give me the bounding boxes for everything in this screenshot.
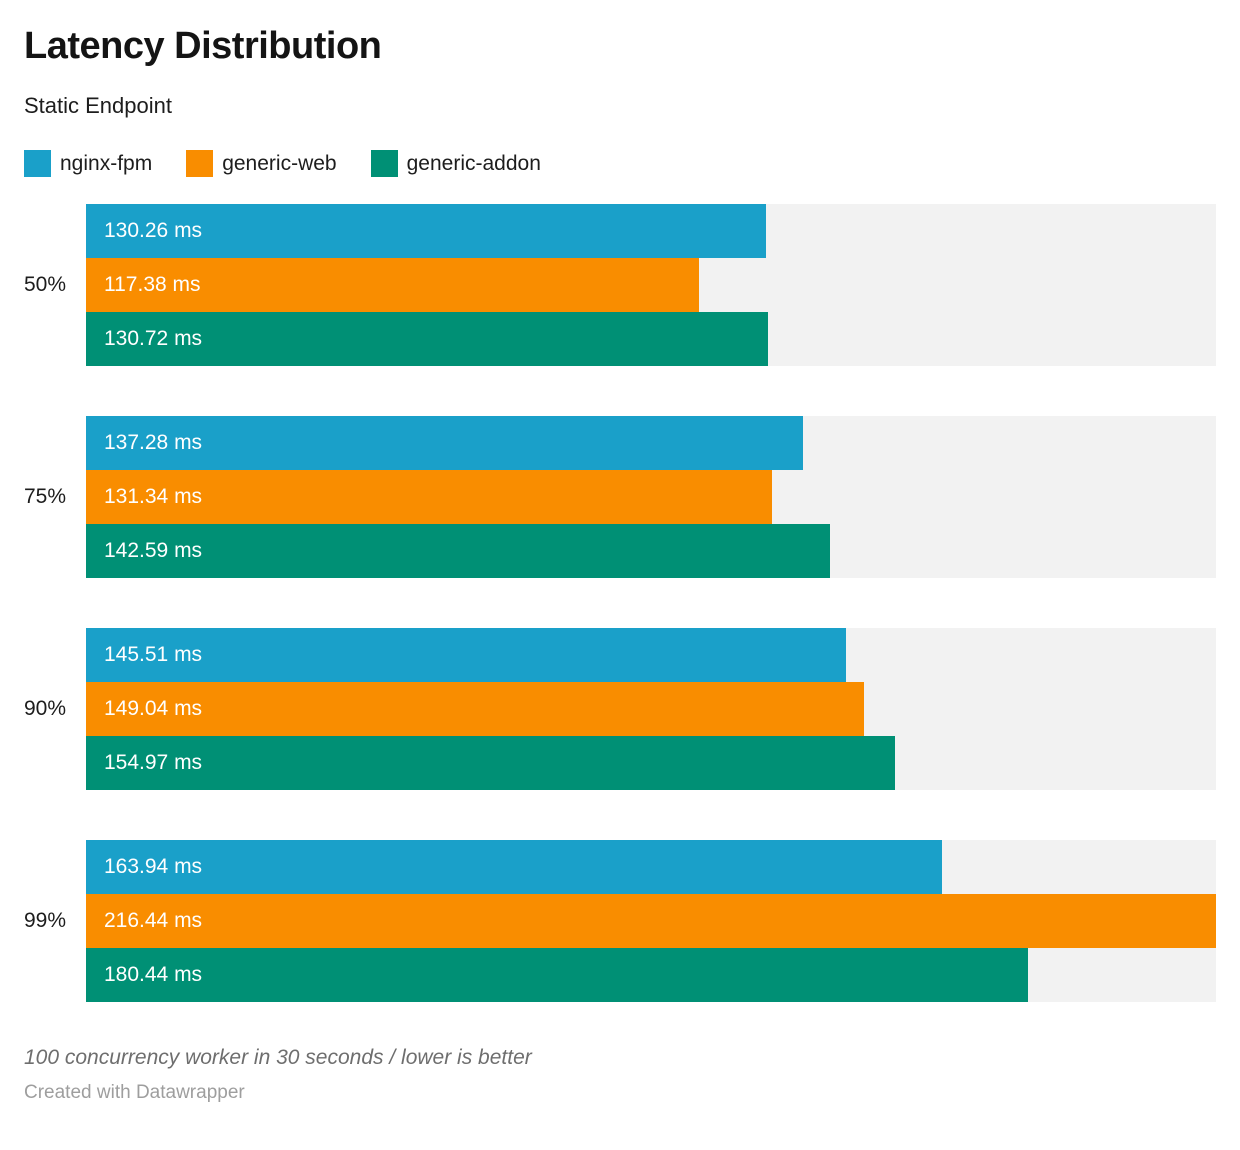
bar-value-label: 180.44 ms xyxy=(104,963,203,986)
bar-value-label: 216.44 ms xyxy=(104,909,203,932)
bar-generic-addon-p90: 154.97 ms xyxy=(86,736,896,790)
bar-group-p75: 75% 137.28 ms 131.34 ms 142.59 ms xyxy=(24,416,1216,578)
bar-nginx-fpm-p75: 137.28 ms xyxy=(86,416,803,470)
bar-track: 137.28 ms 131.34 ms 142.59 ms xyxy=(86,416,1216,578)
bar-generic-web-p50: 117.38 ms xyxy=(86,258,699,312)
bar-track: 145.51 ms 149.04 ms 154.97 ms xyxy=(86,628,1216,790)
chart-subtitle: Static Endpoint xyxy=(24,93,172,118)
bar-value-label: 145.51 ms xyxy=(104,643,203,666)
bar-nginx-fpm-p90: 145.51 ms xyxy=(86,628,846,682)
bar-chart: 50% 130.26 ms 117.38 ms 130.72 ms 75% 13… xyxy=(24,204,1216,1002)
chart-page: Latency Distribution Static Endpoint ngi… xyxy=(0,24,1240,1104)
legend-swatch-icon xyxy=(24,150,51,177)
bar-generic-web-p75: 131.34 ms xyxy=(86,470,772,524)
legend-swatch-icon xyxy=(370,150,398,177)
bar-nginx-fpm-p50: 130.26 ms xyxy=(86,204,767,258)
bar-generic-addon-p75: 142.59 ms xyxy=(86,524,831,578)
bar-value-label: 130.72 ms xyxy=(104,327,203,350)
bar-value-label: 117.38 ms xyxy=(104,273,201,296)
category-label: 99% xyxy=(23,909,66,932)
bar-value-label: 154.97 ms xyxy=(104,751,203,774)
legend-swatch-icon xyxy=(186,150,214,177)
bar-group-p90: 90% 145.51 ms 149.04 ms 154.97 ms xyxy=(24,628,1216,790)
bar-group-p99: 99% 163.94 ms 216.44 ms 180.44 ms xyxy=(24,840,1216,1002)
bar-value-label: 163.94 ms xyxy=(104,855,203,878)
bar-value-label: 149.04 ms xyxy=(104,697,203,720)
legend-item-generic-addon: generic-addon xyxy=(370,150,541,177)
chart-footer: 100 concurrency worker in 30 seconds / l… xyxy=(24,1046,1216,1104)
legend-item-nginx-fpm: nginx-fpm xyxy=(24,150,152,177)
bar-generic-addon-p50: 130.72 ms xyxy=(86,312,769,366)
bar-generic-web-p90: 149.04 ms xyxy=(86,682,865,736)
bar-value-label: 131.34 ms xyxy=(104,485,203,508)
bar-generic-addon-p99: 180.44 ms xyxy=(86,948,1029,1002)
bar-nginx-fpm-p99: 163.94 ms xyxy=(86,840,942,894)
legend: nginx-fpm generic-web generic-addon xyxy=(24,150,1216,177)
bar-value-label: 130.26 ms xyxy=(104,219,203,242)
category-label: 50% xyxy=(23,273,66,296)
legend-item-generic-web: generic-web xyxy=(186,150,337,177)
bar-track: 130.26 ms 117.38 ms 130.72 ms xyxy=(86,204,1216,366)
datawrapper-credit: Created with Datawrapper xyxy=(24,1082,245,1103)
bar-value-label: 142.59 ms xyxy=(104,539,203,562)
bar-generic-web-p99: 216.44 ms xyxy=(86,894,1216,948)
chart-title: Latency Distribution xyxy=(24,25,382,67)
legend-label: generic-web xyxy=(222,152,337,175)
category-label: 75% xyxy=(23,485,66,508)
footer-note: 100 concurrency worker in 30 seconds / l… xyxy=(24,1046,532,1069)
legend-label: generic-addon xyxy=(406,152,541,175)
bar-value-label: 137.28 ms xyxy=(104,431,203,454)
legend-label: nginx-fpm xyxy=(60,152,153,175)
bar-group-p50: 50% 130.26 ms 117.38 ms 130.72 ms xyxy=(24,204,1216,366)
bar-track: 163.94 ms 216.44 ms 180.44 ms xyxy=(86,840,1216,1002)
category-label: 90% xyxy=(23,697,66,720)
